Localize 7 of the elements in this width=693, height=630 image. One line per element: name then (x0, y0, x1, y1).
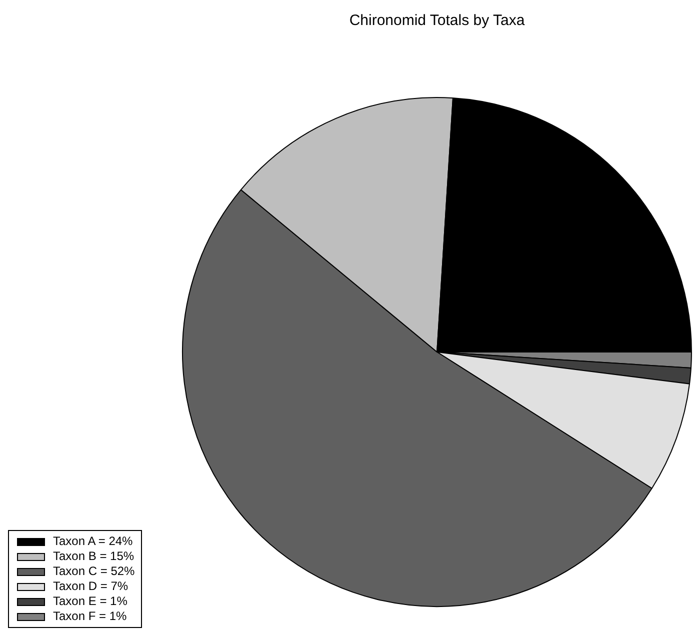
legend-label: Taxon B = 15% (53, 549, 134, 564)
legend-label: Taxon F = 1% (53, 609, 127, 624)
chart-title: Chironomid Totals by Taxa (348, 12, 526, 29)
legend-label: Taxon A = 24% (53, 534, 133, 549)
legend-label: Taxon C = 52% (53, 564, 135, 579)
legend-label: Taxon E = 1% (53, 594, 128, 609)
legend-label: Taxon D = 7% (53, 579, 128, 594)
